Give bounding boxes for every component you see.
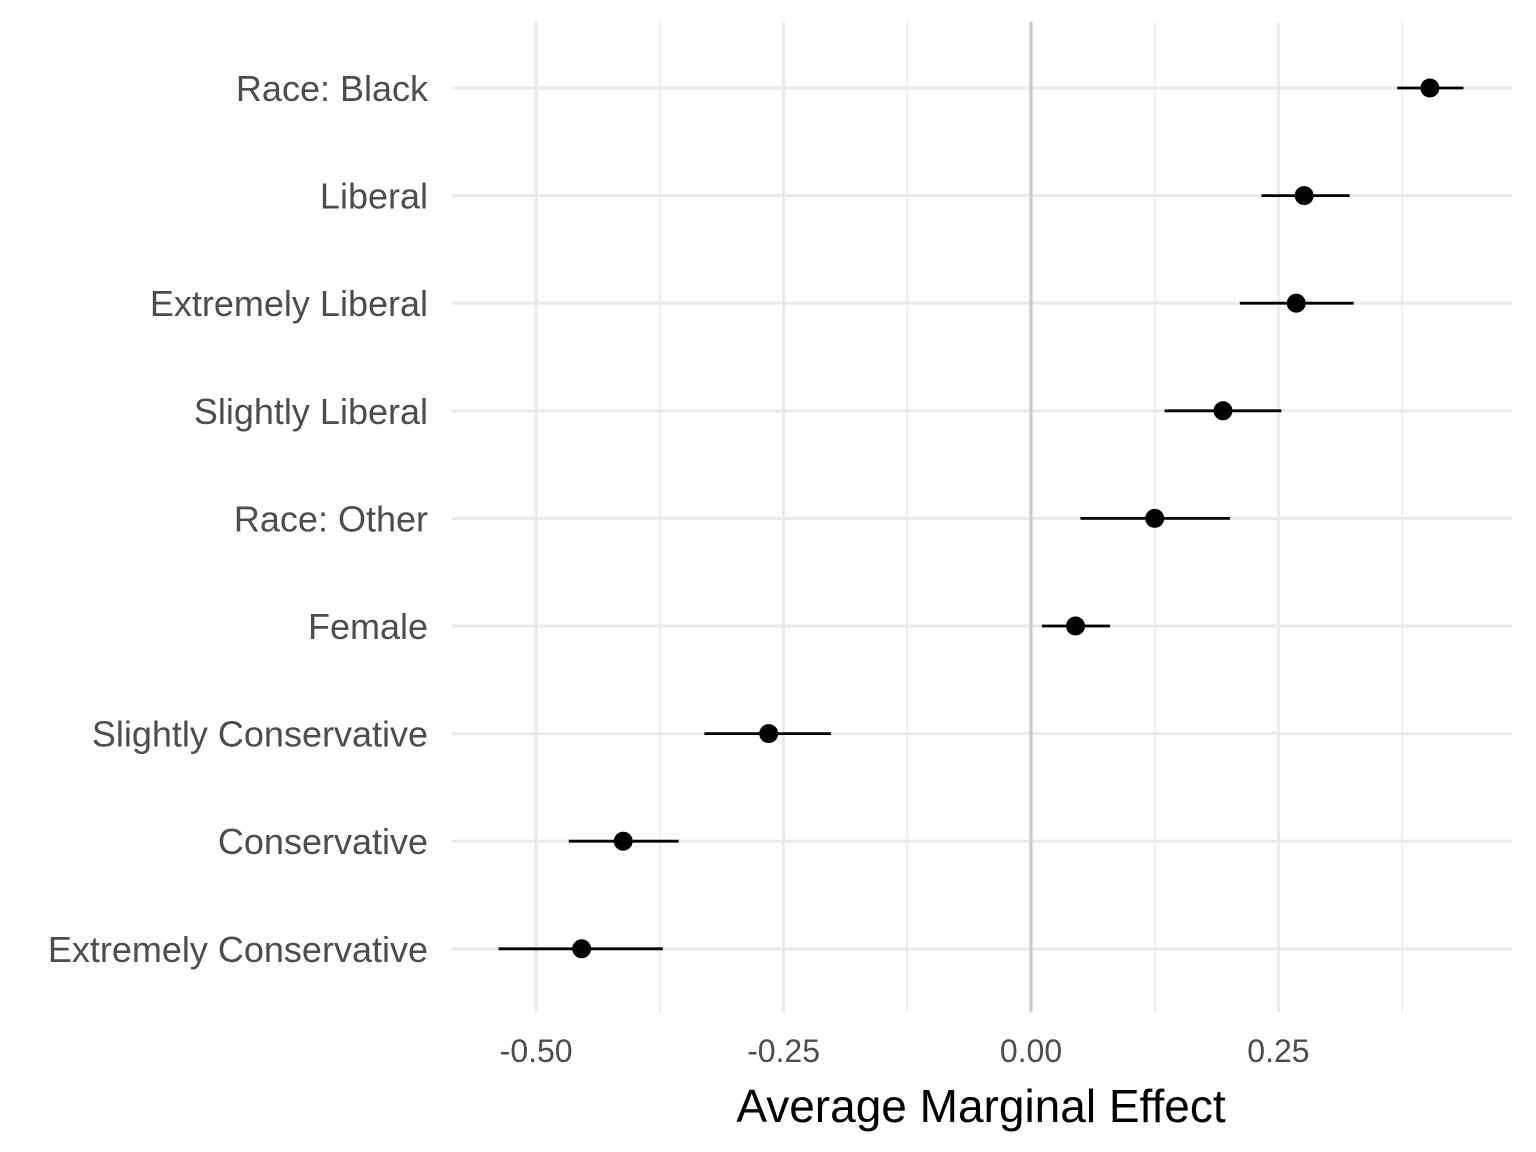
data-point-8 [572,939,592,959]
y-tick-label-7: Conservative [218,821,428,862]
y-tick-label-0: Race: Black [236,68,429,109]
y-tick-label-1: Liberal [320,176,428,217]
x-axis-title: Average Marginal Effect [736,1080,1225,1132]
data-point-3 [1213,401,1233,421]
y-tick-label-5: Female [308,606,428,647]
data-point-6 [759,724,779,744]
y-tick-labels: Race: Black Liberal Extremely Liberal Sligh… [48,68,429,970]
x-tick-label-1: -0.25 [747,1033,820,1069]
y-tick-label-8: Extremely Conservative [48,929,428,970]
data-point-1 [1294,186,1314,206]
x-tick-labels: -0.50 -0.25 0.00 0.25 [500,1033,1310,1069]
x-tick-label-0: -0.50 [500,1033,573,1069]
data-point-5 [1066,616,1086,636]
x-tick-label-2: 0.00 [1000,1033,1062,1069]
y-tick-label-3: Slightly Liberal [194,391,428,432]
y-tick-label-6: Slightly Conservative [92,714,428,755]
data-point-4 [1145,508,1165,528]
x-tick-label-3: 0.25 [1247,1033,1309,1069]
data-point-2 [1286,293,1306,313]
data-point-0 [1420,78,1440,98]
y-tick-label-4: Race: Other [234,498,428,539]
y-tick-label-2: Extremely Liberal [150,283,428,324]
data-points [572,78,1440,959]
data-point-7 [613,831,633,851]
